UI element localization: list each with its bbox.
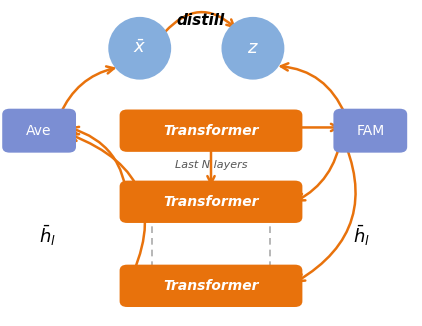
Text: $\bar{h}_l$: $\bar{h}_l$ [39, 223, 56, 248]
Text: $\bar{x}$: $\bar{x}$ [133, 39, 146, 57]
Ellipse shape [222, 17, 284, 80]
Text: Last N layers: Last N layers [175, 160, 247, 170]
Text: $z$: $z$ [247, 39, 259, 57]
FancyBboxPatch shape [119, 265, 303, 307]
Text: Transformer: Transformer [163, 279, 259, 293]
Text: Ave: Ave [26, 124, 52, 138]
Ellipse shape [108, 17, 171, 80]
FancyBboxPatch shape [119, 181, 303, 223]
FancyBboxPatch shape [2, 109, 76, 153]
Text: Transformer: Transformer [163, 124, 259, 138]
Text: FAM: FAM [356, 124, 384, 138]
Text: $\bar{h}_l$: $\bar{h}_l$ [353, 223, 371, 248]
Text: Transformer: Transformer [163, 195, 259, 209]
FancyBboxPatch shape [333, 109, 407, 153]
FancyBboxPatch shape [119, 110, 303, 152]
Text: distill: distill [176, 13, 225, 28]
